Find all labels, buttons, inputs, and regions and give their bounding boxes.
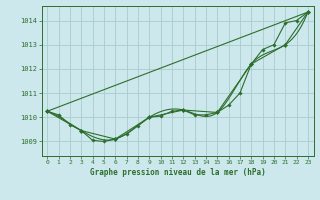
X-axis label: Graphe pression niveau de la mer (hPa): Graphe pression niveau de la mer (hPa) bbox=[90, 168, 266, 177]
